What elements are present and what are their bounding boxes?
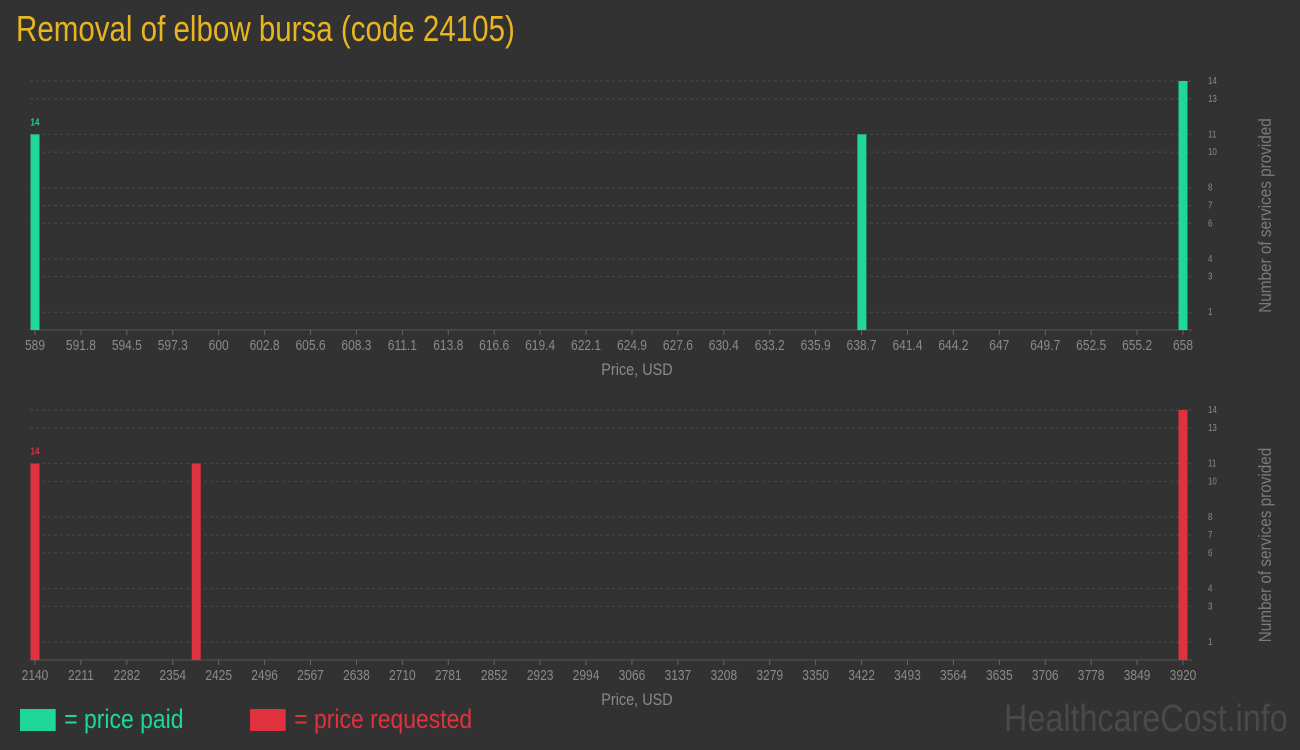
x-tick-label: 627.6 (663, 337, 693, 354)
x-tick-label: 3422 (848, 667, 875, 684)
bar (191, 463, 201, 660)
x-tick-label: 594.5 (112, 337, 142, 354)
x-tick-label: 649.7 (1030, 337, 1060, 354)
chart-title: Removal of elbow bursa (code 24105) (16, 8, 515, 49)
x-tick-label: 3849 (1124, 667, 1151, 684)
x-tick-label: 3066 (619, 667, 646, 684)
y-tick-label: 13 (1208, 93, 1217, 104)
y-tick-label: 10 (1208, 146, 1217, 157)
x-tick-label: 658 (1173, 337, 1193, 354)
x-tick-label: 633.2 (755, 337, 785, 354)
max-value-label: 14 (31, 117, 40, 128)
y-tick-label: 14 (1208, 75, 1217, 86)
x-tick-label: 3493 (894, 667, 921, 684)
x-tick-label: 2781 (435, 667, 462, 684)
x-tick-label: 2638 (343, 667, 370, 684)
x-tick-label: 3279 (756, 667, 783, 684)
x-tick-label: 3706 (1032, 667, 1059, 684)
x-tick-label: 597.3 (158, 337, 188, 354)
x-tick-label: 3635 (986, 667, 1013, 684)
y-tick-label: 1 (1208, 636, 1212, 647)
y-tick-label: 6 (1208, 217, 1212, 228)
bar (30, 134, 40, 330)
x-tick-label: 3208 (710, 667, 737, 684)
x-tick-label: 2354 (159, 667, 186, 684)
y-tick-label: 3 (1208, 271, 1212, 282)
y-tick-label: 6 (1208, 547, 1212, 558)
x-tick-label: 3350 (802, 667, 829, 684)
x-tick-label: 622.1 (571, 337, 601, 354)
x-tick-label: 2567 (297, 667, 324, 684)
x-tick-label: 2282 (113, 667, 140, 684)
x-tick-label: 2211 (68, 667, 94, 684)
y-axis-label: Number of services provided (1255, 118, 1275, 313)
y-tick-label: 7 (1208, 529, 1212, 540)
x-tick-label: 2852 (481, 667, 508, 684)
legend-requested: = price requested (250, 704, 472, 735)
x-tick-label: 2496 (251, 667, 278, 684)
bar (30, 463, 40, 660)
y-tick-label: 7 (1208, 200, 1212, 211)
x-tick-label: 630.4 (709, 337, 739, 354)
x-tick-label: 2994 (573, 667, 600, 684)
x-tick-label: 611.1 (388, 337, 417, 354)
y-tick-label: 8 (1208, 182, 1212, 193)
x-tick-label: 638.7 (847, 337, 877, 354)
legend-paid: = price paid (20, 704, 183, 735)
max-value-label: 14 (31, 446, 40, 457)
x-tick-label: 616.6 (479, 337, 509, 354)
y-tick-label: 1 (1208, 306, 1212, 317)
bar (857, 134, 867, 330)
x-tick-label: 589 (25, 337, 45, 354)
x-tick-label: 619.4 (525, 337, 555, 354)
watermark: HealthcareCost.info (1004, 698, 1288, 740)
x-tick-label: 641.4 (892, 337, 922, 354)
x-tick-label: 644.2 (938, 337, 968, 354)
legend-swatch-paid (20, 708, 56, 731)
y-axis-label: Number of services provided (1255, 448, 1275, 643)
x-tick-label: 602.8 (250, 337, 280, 354)
x-tick-label: 635.9 (801, 337, 831, 354)
x-tick-label: 3137 (665, 667, 692, 684)
y-tick-label: 11 (1208, 458, 1216, 469)
y-tick-label: 8 (1208, 511, 1212, 522)
x-axis-label: Price, USD (601, 691, 672, 709)
y-tick-label: 10 (1208, 476, 1217, 487)
y-tick-label: 4 (1208, 583, 1212, 594)
x-tick-label: 605.6 (296, 337, 326, 354)
x-tick-label: 613.8 (433, 337, 463, 354)
x-tick-label: 3778 (1078, 667, 1105, 684)
x-tick-label: 655.2 (1122, 337, 1152, 354)
x-tick-label: 3920 (1170, 667, 1197, 684)
legend-label-requested: = price requested (294, 704, 473, 734)
y-tick-label: 14 (1208, 404, 1217, 415)
bar (1178, 81, 1188, 330)
x-tick-label: 600 (209, 337, 229, 354)
legend-swatch-requested (250, 708, 286, 731)
y-tick-label: 11 (1208, 129, 1216, 140)
x-tick-label: 2923 (527, 667, 554, 684)
x-axis-label: Price, USD (601, 361, 672, 379)
x-tick-label: 2140 (22, 667, 49, 684)
bar (1178, 410, 1188, 660)
x-tick-label: 2425 (205, 667, 232, 684)
x-tick-label: 652.5 (1076, 337, 1106, 354)
y-tick-label: 13 (1208, 422, 1217, 433)
x-tick-label: 3564 (940, 667, 967, 684)
x-tick-label: 2710 (389, 667, 416, 684)
y-tick-label: 4 (1208, 253, 1212, 264)
x-tick-label: 591.8 (66, 337, 96, 354)
x-tick-label: 624.9 (617, 337, 647, 354)
x-tick-label: 608.3 (341, 337, 371, 354)
y-tick-label: 3 (1208, 601, 1212, 612)
legend-label-paid: = price paid (64, 704, 184, 734)
x-tick-label: 647 (989, 337, 1009, 354)
